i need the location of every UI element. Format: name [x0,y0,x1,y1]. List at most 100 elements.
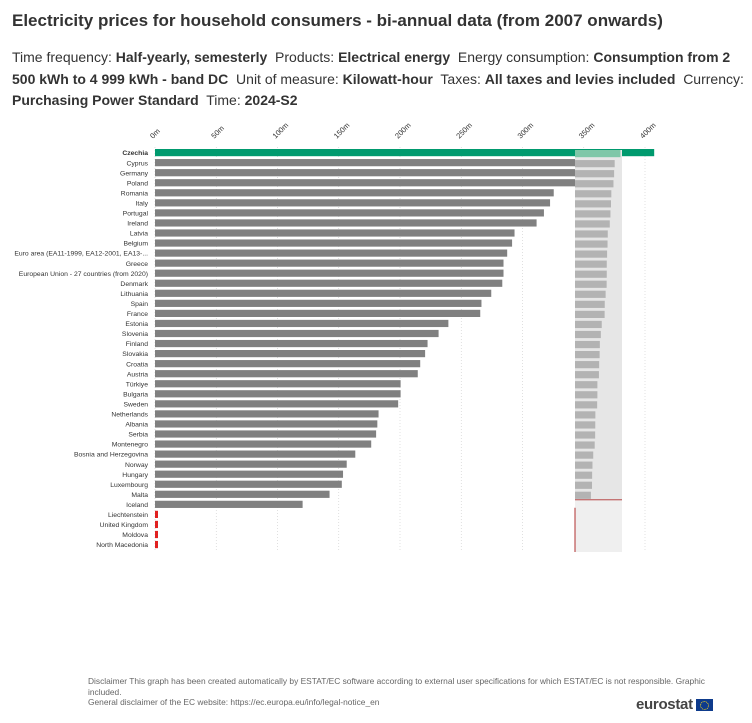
overview-navigator[interactable] [574,150,622,552]
disclaimer-line-1: Disclaimer This graph has been created a… [88,676,705,697]
bar[interactable] [155,400,399,408]
category-label: Bosnia and Herzegovina [74,452,148,459]
overview-bar [575,351,600,359]
bar[interactable] [155,490,330,498]
bar[interactable] [155,279,503,287]
bar[interactable] [155,390,401,398]
filter-currency: Currency: Purchasing Power Standard [12,70,744,109]
overview-bar [575,230,608,238]
overview-bar [575,401,598,409]
bar[interactable] [155,169,585,177]
missing-value-marker[interactable] [155,530,158,539]
bar[interactable] [155,199,551,207]
bar[interactable] [155,329,439,338]
bar[interactable] [155,380,401,388]
bar[interactable] [155,249,508,257]
overview-bar [575,170,615,178]
category-label: Bulgaria [123,391,148,398]
overview-bar [575,421,596,429]
overview-bar [575,240,608,248]
category-label: Portugal [123,211,149,218]
missing-value-marker[interactable] [155,540,158,549]
bar[interactable] [155,209,544,217]
bar[interactable] [155,370,418,378]
overview-bar [575,210,611,218]
disclaimer-line-2: General disclaimer of the EC website: ht… [88,697,380,707]
bar[interactable] [155,229,515,237]
overview-bar [575,180,614,188]
category-label: France [127,311,148,318]
bar[interactable] [155,470,344,478]
eurostat-logo[interactable]: eurostat [636,696,713,713]
category-label: Slovakia [122,351,148,358]
category-label: Austria [127,371,148,378]
bar[interactable] [155,159,591,167]
category-label: Hungary [122,472,148,479]
bar[interactable] [155,149,655,157]
category-label: Ireland [127,221,148,228]
x-tick-label: 200m [393,121,413,141]
bar[interactable] [155,219,537,227]
bar[interactable] [155,360,421,368]
overview-bar [575,310,605,318]
category-label: Cyprus [126,160,148,167]
bar[interactable] [155,410,379,418]
category-label: North Macedonia [96,542,148,549]
x-tick-label: 50m [209,124,226,141]
bar[interactable] [155,179,578,187]
overview-bar [575,471,593,479]
bar[interactable] [155,239,513,247]
x-axis-ticks: 0m 50m 100m 150m 200m 250m 300m 350m 400m [148,121,658,141]
filter-unit-of-measure: Unit of measure: Kilowatt-hour [236,70,433,87]
overview-bar [575,260,607,268]
overview-bar [575,381,598,389]
overview-bar [575,361,600,369]
bar[interactable] [155,480,342,488]
overview-bar [575,160,615,168]
missing-value-marker[interactable] [155,510,158,518]
overview-bar [575,250,608,258]
category-label: Estonia [125,321,148,328]
bar[interactable] [155,269,504,277]
bar[interactable] [155,259,504,267]
overview-bar [575,481,593,489]
overview-bar [575,330,601,339]
bar[interactable] [155,299,482,307]
eurostat-wordmark: eurostat [636,696,693,713]
bar[interactable] [155,309,481,317]
x-tick-label: 150m [332,121,352,141]
category-label: Türkiye [126,381,149,388]
category-label: Belgium [123,241,148,248]
bars[interactable] [155,149,655,549]
category-label: Iceland [126,502,148,509]
bar[interactable] [155,450,356,458]
category-label: Romania [121,190,148,197]
bar[interactable] [155,420,378,428]
missing-value-marker[interactable] [155,520,158,529]
bar[interactable] [155,460,347,468]
bar[interactable] [155,189,554,197]
category-label: Luxembourg [110,482,148,489]
overview-bar [575,391,598,399]
x-tick-label: 100m [271,121,291,141]
category-label: Greece [126,261,149,268]
category-label: Netherlands [111,412,148,419]
bar[interactable] [155,289,492,297]
category-label: Albania [125,422,148,429]
overview-bar [575,300,605,308]
overview-bar [575,411,596,419]
bar[interactable] [155,440,372,448]
bar[interactable] [155,319,449,328]
bar[interactable] [155,350,426,358]
bar[interactable] [155,500,303,508]
category-label: Liechtenstein [108,512,148,519]
filter-taxes: Taxes: All taxes and levies included [440,70,676,87]
bar[interactable] [155,339,428,348]
filter-time: Time: 2024-S2 [206,92,298,108]
filter-energy-consumption: Energy consumption: Consumption from 2 5… [12,49,731,87]
filter-summary: Time frequency: Half-yearly, semesterly … [12,47,747,112]
bar[interactable] [155,430,377,438]
category-label: Malta [131,492,148,499]
category-label: Moldova [122,532,148,539]
category-label: Croatia [126,361,148,368]
